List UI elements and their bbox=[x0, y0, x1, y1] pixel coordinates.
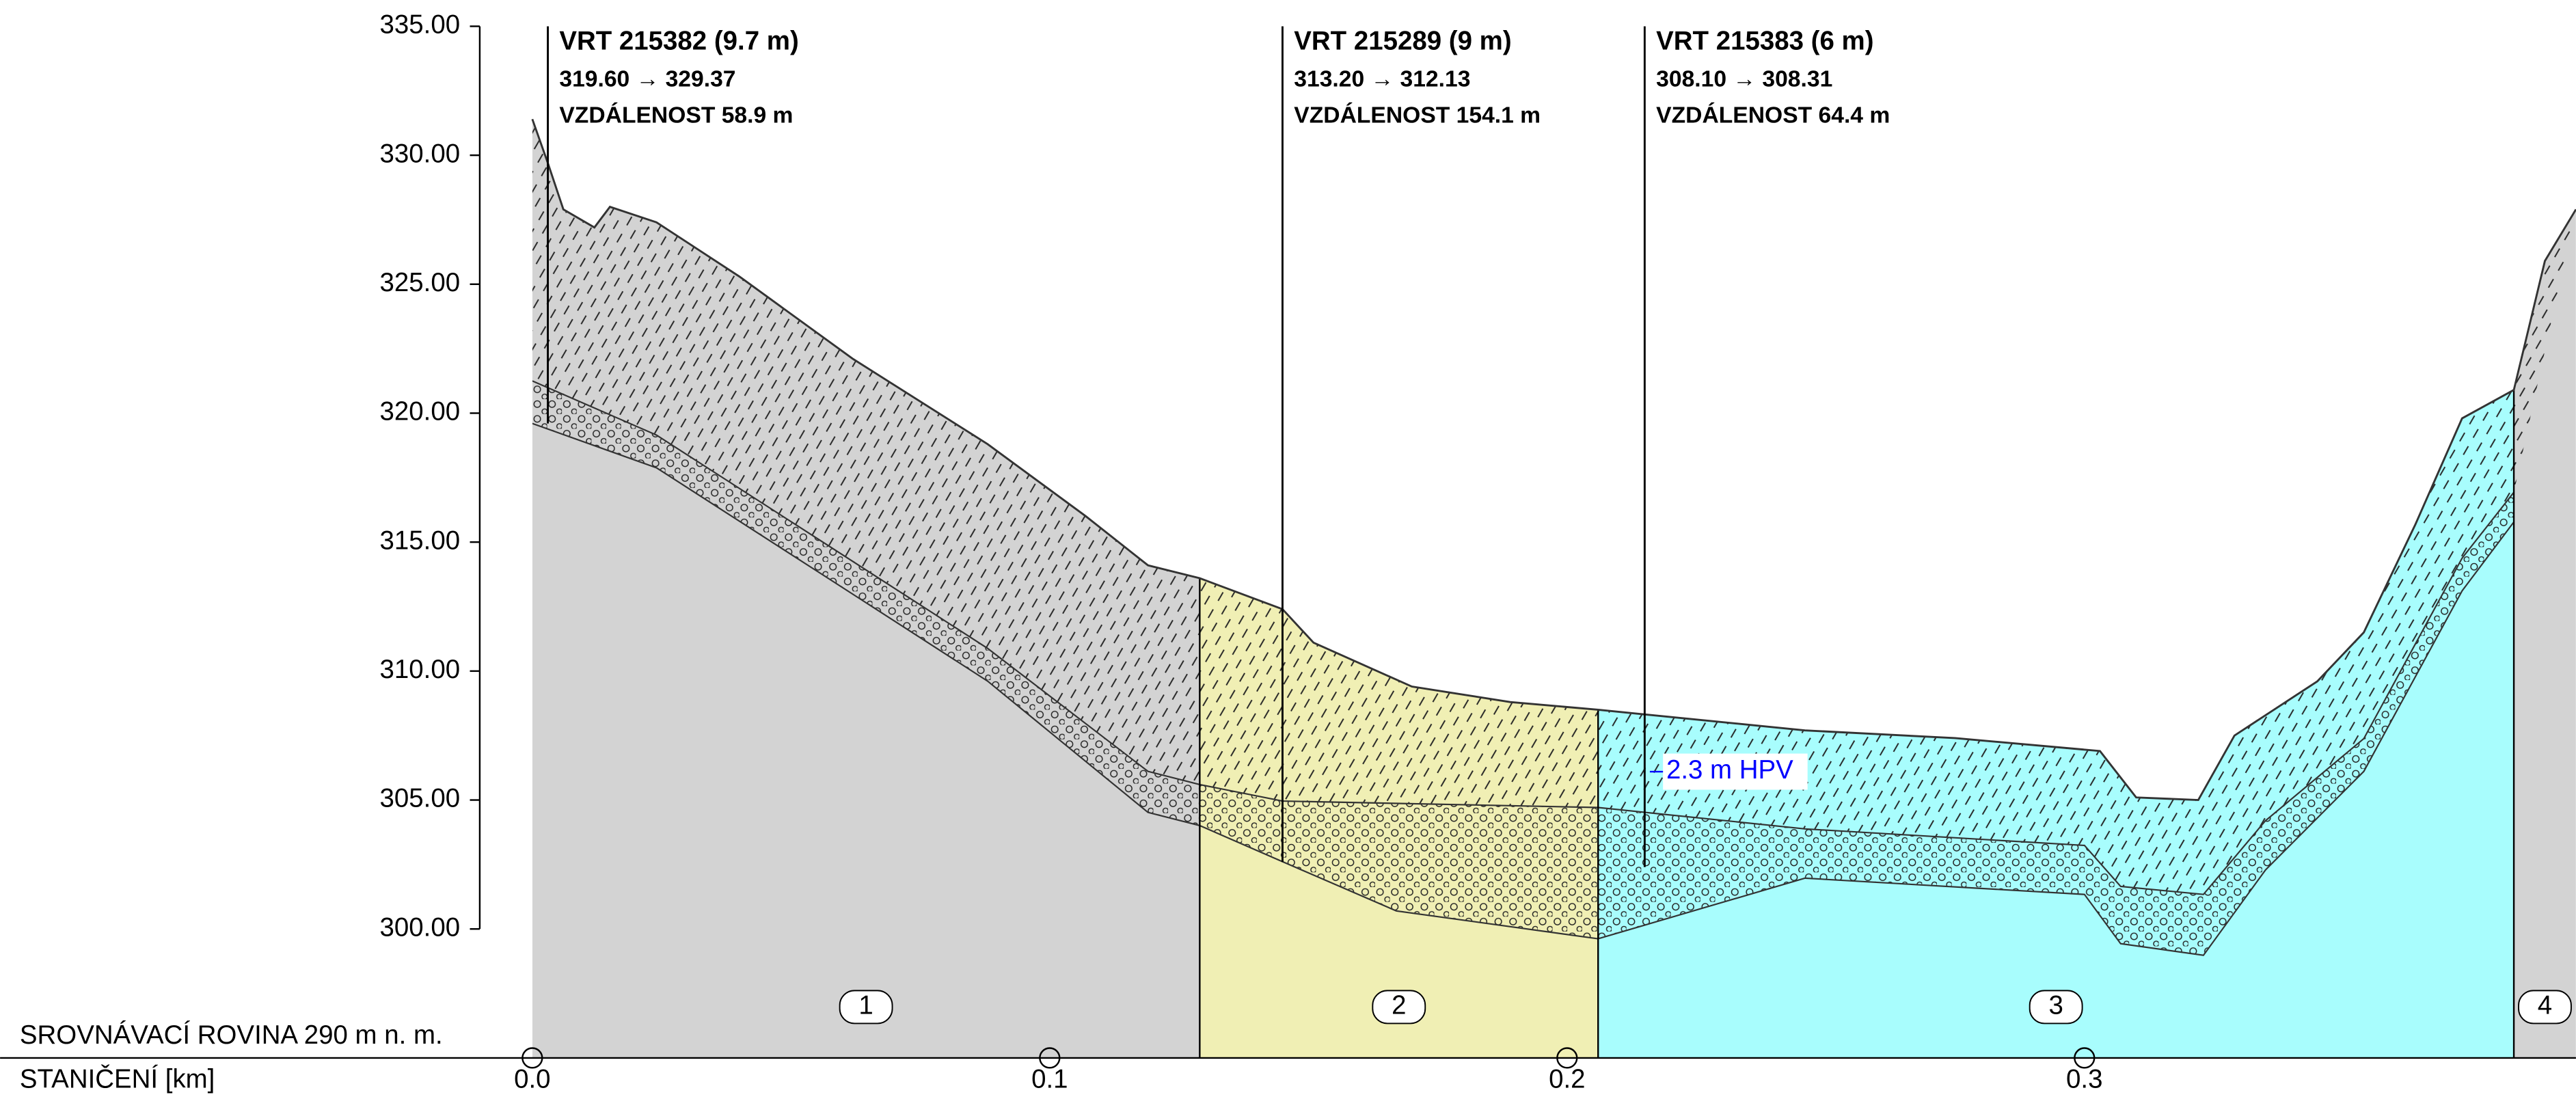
zone-label: 1 bbox=[858, 991, 873, 1020]
y-tick-label: 325.00 bbox=[380, 268, 461, 297]
zone-label: 3 bbox=[2048, 991, 2063, 1020]
y-tick-label: 310.00 bbox=[380, 655, 461, 684]
chart: 1 2 3 4 300.00 305.00 310.00 315.00 320.00 325.00… bbox=[0, 0, 2576, 1099]
borehole-title: VRT 215383 (6 m) bbox=[1656, 27, 1873, 56]
y-tick-label: 305.00 bbox=[380, 784, 461, 813]
zone-label: 2 bbox=[1392, 991, 1406, 1020]
x-tick-label: 0.1 bbox=[1031, 1065, 1068, 1094]
annotation: 2.3 m HPV bbox=[1666, 755, 1793, 785]
y-tick-label: 300.00 bbox=[380, 912, 461, 942]
zone-label: 4 bbox=[2538, 991, 2552, 1020]
reference-plane: SROVNÁVACÍ ROVINA 290 m n. m. bbox=[20, 1020, 443, 1050]
y-tick-label: 330.00 bbox=[380, 139, 461, 168]
zone bbox=[2514, 0, 2576, 1058]
x-axis-title: STANIČENÍ [km] bbox=[20, 1064, 215, 1094]
borehole-elevations: 313.20 → 312.13 bbox=[1294, 67, 1470, 92]
borehole-title: VRT 215289 (9 m) bbox=[1294, 27, 1511, 56]
y-tick-label: 335.00 bbox=[380, 10, 461, 40]
borehole-elevations: 308.10 → 308.31 bbox=[1656, 67, 1832, 92]
x-tick-label: 0.3 bbox=[2066, 1065, 2102, 1094]
y-tick-label: 320.00 bbox=[380, 397, 461, 426]
y-tick-label: 315.00 bbox=[380, 526, 461, 555]
page: 1 2 3 4 300.00 305.00 310.00 315.00 320.00 325.00… bbox=[0, 0, 2576, 1099]
x-tick-label: 0.2 bbox=[1549, 1065, 1585, 1094]
borehole-title: VRT 215382 (9.7 m) bbox=[559, 27, 798, 56]
borehole-distance: VZDÁLENOST 64.4 m bbox=[1656, 103, 1890, 128]
x-tick-label: 0.0 bbox=[514, 1065, 550, 1094]
borehole-distance: VZDÁLENOST 154.1 m bbox=[1294, 103, 1541, 128]
borehole-distance: VZDÁLENOST 58.9 m bbox=[559, 103, 793, 128]
borehole-elevations: 319.60 → 329.37 bbox=[559, 67, 735, 92]
